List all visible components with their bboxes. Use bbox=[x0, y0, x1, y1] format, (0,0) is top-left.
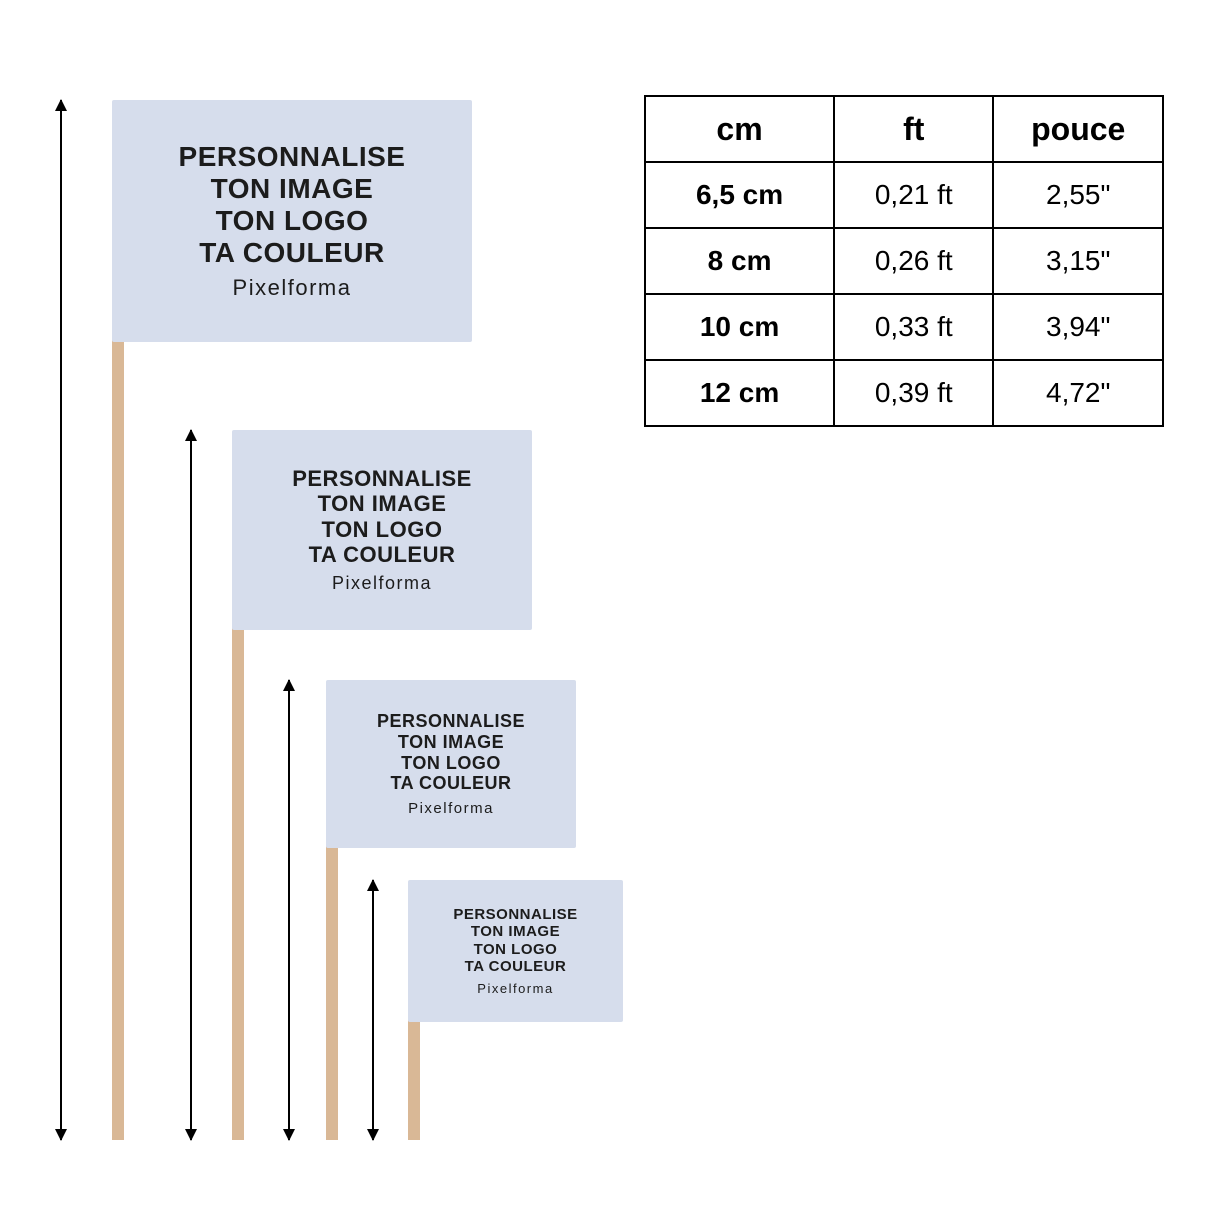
flag-text-line: PERSONNALISE bbox=[453, 906, 577, 923]
table-row: 8 cm0,26 ft3,15" bbox=[645, 228, 1163, 294]
table-row: 6,5 cm0,21 ft2,55" bbox=[645, 162, 1163, 228]
table-header: cm bbox=[645, 96, 834, 162]
brand-label: Pixelforma bbox=[233, 275, 352, 301]
table-header: ft bbox=[834, 96, 993, 162]
table-cell: 6,5 cm bbox=[645, 162, 834, 228]
brand-label: Pixelforma bbox=[408, 800, 494, 817]
flag-text-line: TA COULEUR bbox=[465, 958, 567, 975]
size-table: cmftpouce 6,5 cm0,21 ft2,55"8 cm0,26 ft3… bbox=[644, 95, 1164, 427]
flag-10cm: PERSONNALISETON IMAGETON LOGOTA COULEUR P… bbox=[232, 430, 532, 630]
flag-pole bbox=[326, 842, 338, 1140]
table-cell: 12 cm bbox=[645, 360, 834, 426]
flag-text-line: TON LOGO bbox=[401, 753, 501, 774]
table-cell: 2,55" bbox=[993, 162, 1163, 228]
flag-pole bbox=[112, 335, 124, 1140]
table-row: 12 cm0,39 ft4,72" bbox=[645, 360, 1163, 426]
flag-text-line: PERSONNALISE bbox=[179, 141, 406, 173]
table-cell: 0,39 ft bbox=[834, 360, 993, 426]
flag-text-line: TON LOGO bbox=[216, 205, 369, 237]
table-cell: 0,33 ft bbox=[834, 294, 993, 360]
flag-text-line: TON LOGO bbox=[474, 941, 558, 958]
table-cell: 0,21 ft bbox=[834, 162, 993, 228]
flag-12cm: PERSONNALISETON IMAGETON LOGOTA COULEUR P… bbox=[112, 100, 472, 342]
table-cell: 8 cm bbox=[645, 228, 834, 294]
brand-label: Pixelforma bbox=[477, 981, 553, 996]
flag-text-line: TA COULEUR bbox=[391, 773, 512, 794]
height-arrow bbox=[190, 430, 192, 1140]
table-cell: 10 cm bbox=[645, 294, 834, 360]
flag-text-line: PERSONNALISE bbox=[292, 466, 472, 491]
flag-text-line: PERSONNALISE bbox=[377, 711, 525, 732]
flag-pole bbox=[232, 625, 244, 1140]
flag-text-line: TA COULEUR bbox=[309, 542, 456, 567]
height-arrow bbox=[60, 100, 62, 1140]
table-cell: 0,26 ft bbox=[834, 228, 993, 294]
brand-label: Pixelforma bbox=[332, 573, 432, 594]
table-header: pouce bbox=[993, 96, 1163, 162]
flag-text-line: TON IMAGE bbox=[398, 732, 504, 753]
flag-text-line: TA COULEUR bbox=[199, 237, 384, 269]
table-row: 10 cm0,33 ft3,94" bbox=[645, 294, 1163, 360]
flag-text-line: TON IMAGE bbox=[318, 491, 447, 516]
table-cell: 3,94" bbox=[993, 294, 1163, 360]
flag-text-line: TON LOGO bbox=[322, 517, 443, 542]
flag-8cm: PERSONNALISETON IMAGETON LOGOTA COULEUR P… bbox=[326, 680, 576, 848]
flag-pole bbox=[408, 1018, 420, 1140]
height-arrow bbox=[288, 680, 290, 1140]
flag-text-line: TON IMAGE bbox=[211, 173, 374, 205]
table-cell: 3,15" bbox=[993, 228, 1163, 294]
table-cell: 4,72" bbox=[993, 360, 1163, 426]
height-arrow bbox=[372, 880, 374, 1140]
flag-text-line: TON IMAGE bbox=[471, 923, 560, 940]
flag-6-5cm: PERSONNALISETON IMAGETON LOGOTA COULEUR P… bbox=[408, 880, 623, 1022]
